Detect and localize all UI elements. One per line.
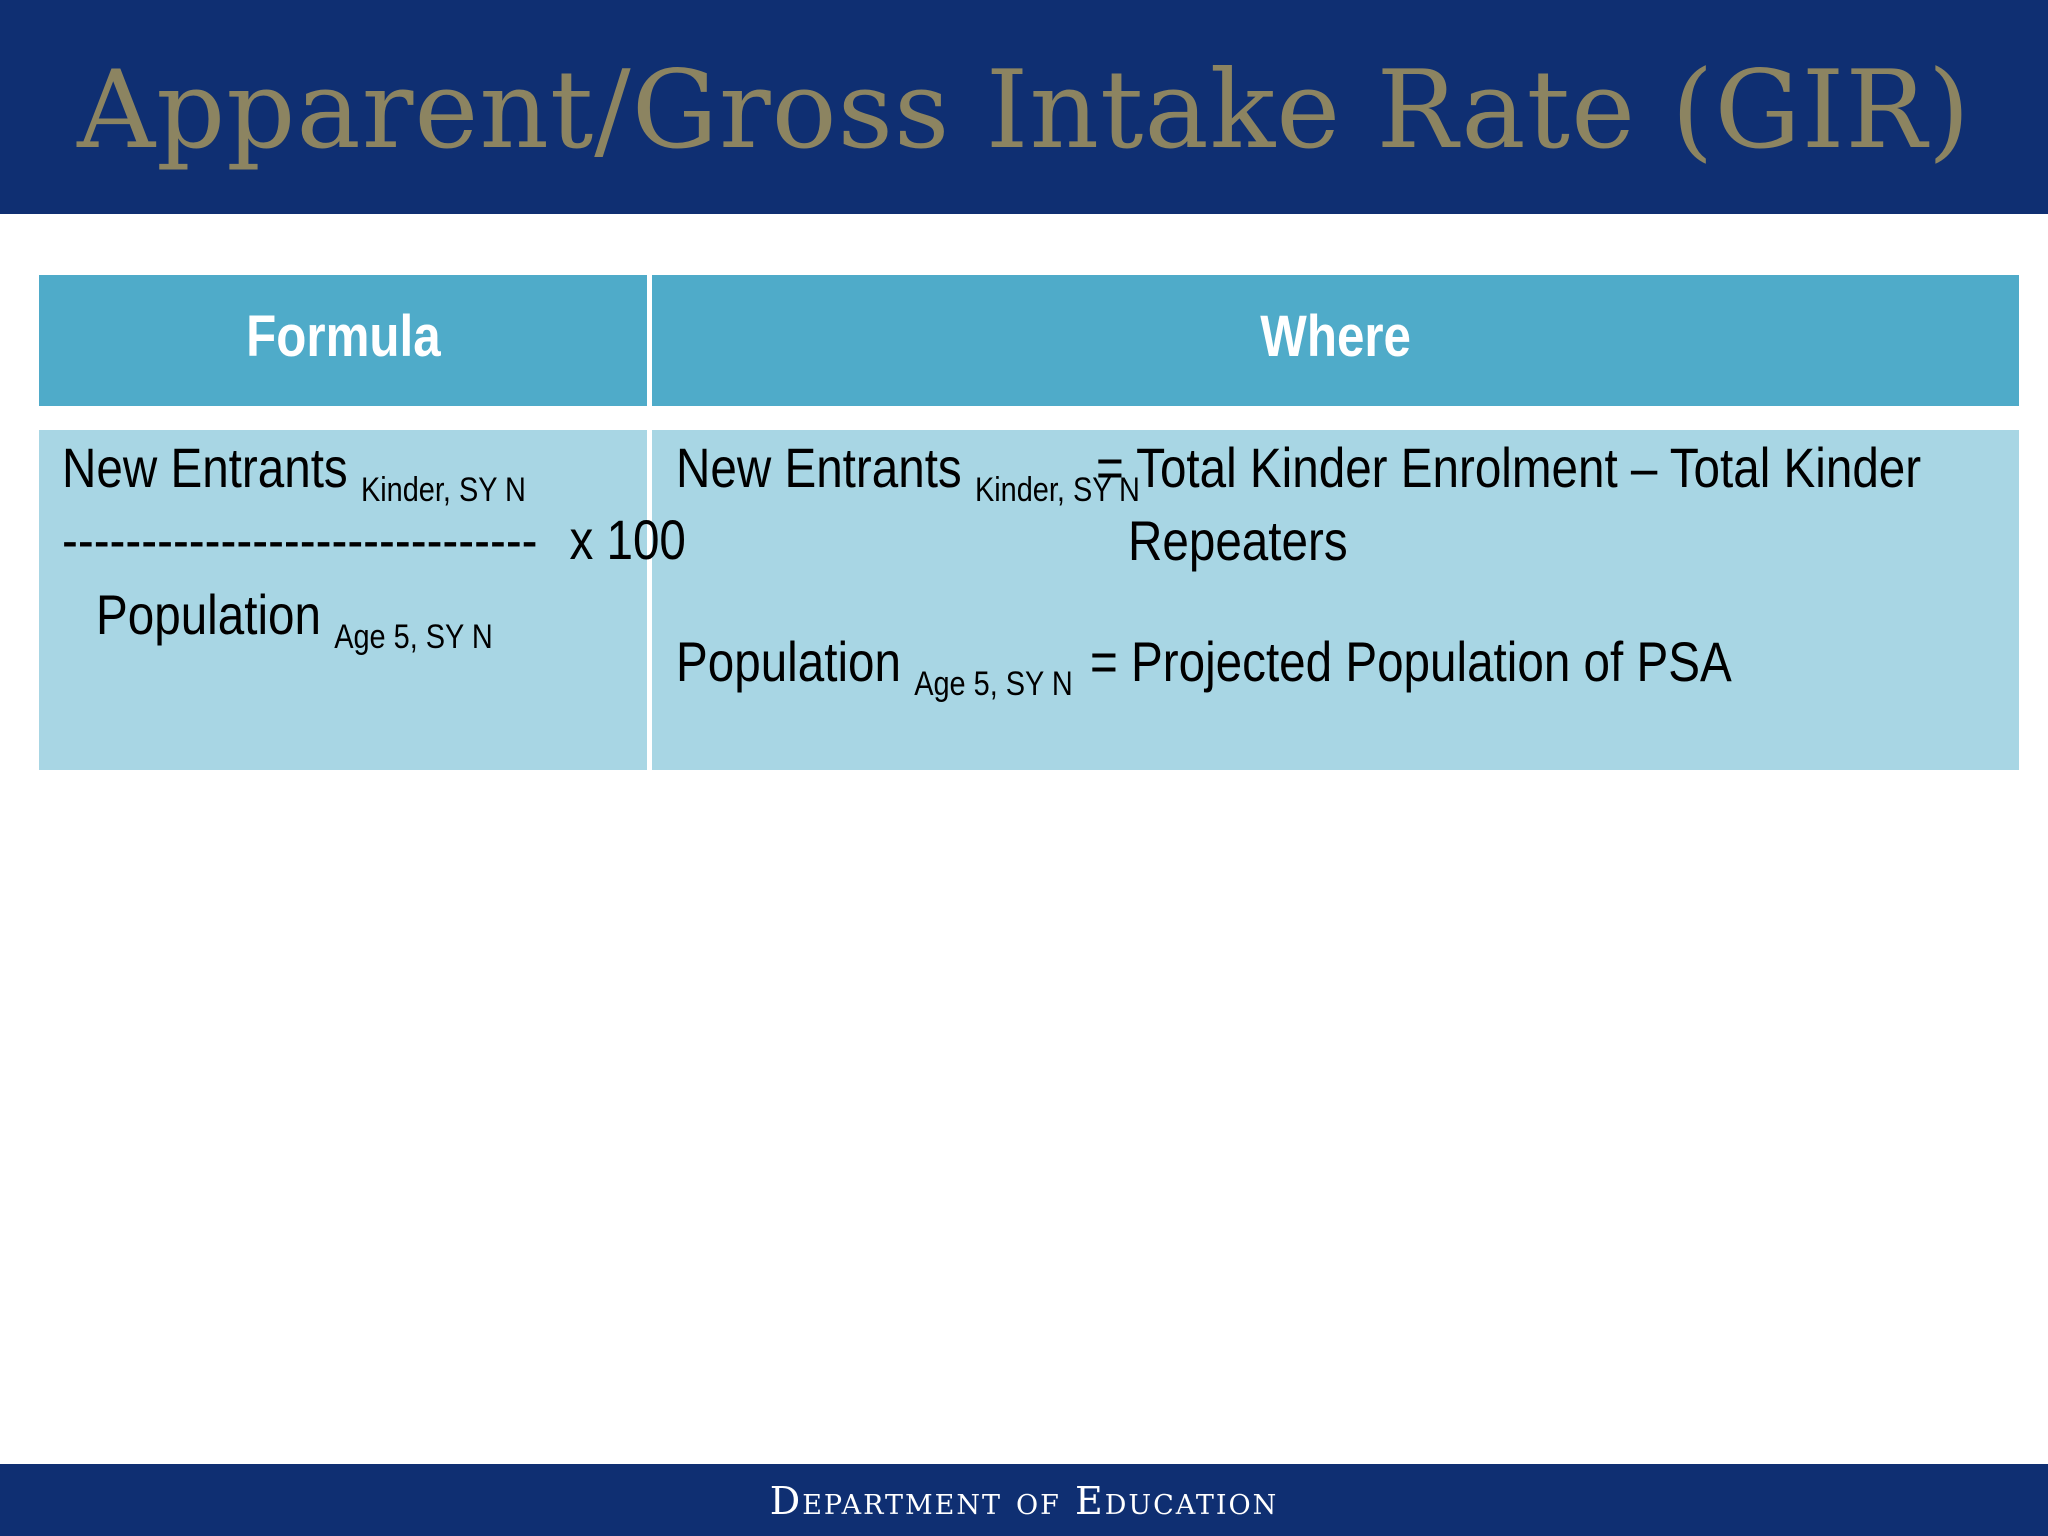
formula-divider-line: ------------------------------ x 100 (62, 512, 686, 568)
definition-new-entrants-value: = Total Kinder Enrolment – Total Kinder (1096, 436, 1922, 499)
formula-numerator-subscript: Kinder, SY N (360, 471, 526, 509)
footer-department: Department of Education (769, 1479, 1279, 1523)
formula-multiplier: x 100 (569, 508, 686, 571)
definition-new-entrants-continued: Repeaters (1128, 509, 1348, 572)
formula-denominator-subscript: Age 5, SY N (334, 618, 493, 656)
where-cell (652, 430, 2019, 770)
footer-bar (0, 1464, 2048, 1536)
definition-term: New Entrants (676, 436, 962, 499)
definition-term-subscript: Age 5, SY N (914, 665, 1073, 703)
definition-new-entrants-term: New Entrants Kinder, SY N (676, 440, 1140, 508)
formula-denominator: Population Age 5, SY N (96, 587, 493, 655)
where-header-label: Where (1260, 304, 1411, 369)
formula-cell (39, 430, 647, 770)
formula-divider: ------------------------------ (62, 508, 538, 571)
definition-term: Population (676, 630, 901, 693)
definition-population-term: Population Age 5, SY N (676, 634, 1073, 702)
definition-term-subscript: Kinder, SY N (974, 471, 1140, 509)
formula-numerator: New Entrants Kinder, SY N (62, 440, 526, 508)
slide-title: Apparent/Gross Intake Rate (GIR) (77, 48, 1971, 173)
formula-header: Formula (39, 275, 647, 406)
where-header: Where (652, 275, 2019, 406)
title-bar (0, 0, 2048, 214)
formula-header-label: Formula (245, 304, 441, 369)
definition-population-value: = Projected Population of PSA (1090, 630, 1732, 693)
formula-denominator-text: Population (96, 583, 321, 646)
formula-numerator-text: New Entrants (62, 436, 348, 499)
